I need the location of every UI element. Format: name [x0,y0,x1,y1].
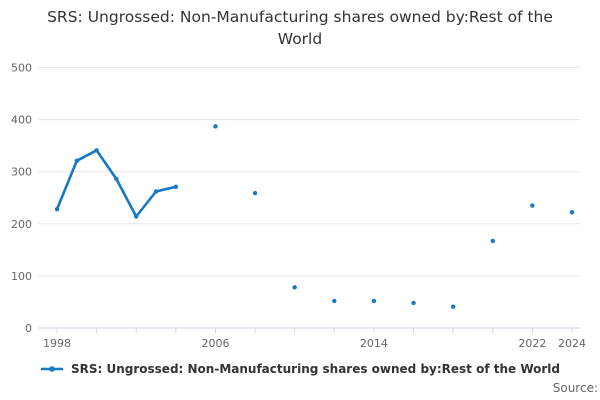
data-point[interactable] [530,203,535,208]
y-axis-tick-label: 300 [11,166,32,179]
y-axis-tick-label: 0 [25,322,32,335]
data-point[interactable] [490,238,495,244]
legend-marker-icon [40,366,63,372]
data-point[interactable] [114,176,119,182]
legend-label: SRS: Ungrossed: Non-Manufacturing shares… [70,362,561,376]
data-point[interactable] [411,300,416,306]
data-point[interactable] [252,190,258,196]
data-point[interactable] [153,189,159,194]
series-line [57,150,572,216]
data-point[interactable] [54,207,60,212]
data-point[interactable] [134,214,139,219]
chart-title: SRS: Ungrossed: Non-Manufacturing shares… [0,6,600,50]
source-label: Source: [552,381,598,395]
y-axis-tick-label: 200 [11,218,32,231]
x-axis-tick-label: 2024 [558,337,586,350]
data-point[interactable] [173,184,179,190]
x-axis-tick-label: 2014 [360,337,388,350]
data-point[interactable] [569,210,575,215]
x-axis-tick-label: 2006 [201,337,229,350]
data-point[interactable] [94,148,99,153]
y-axis-tick-label: 400 [11,114,32,127]
data-point[interactable] [371,298,377,304]
data-point[interactable] [74,158,80,163]
data-point[interactable] [292,285,297,290]
y-axis-tick-label: 100 [11,270,32,283]
y-axis-tick-label: 500 [11,62,32,75]
chart-title-text: SRS: Ungrossed: Non-Manufacturing shares… [47,8,553,48]
x-axis-tick-label: 2022 [518,337,546,350]
data-point[interactable] [332,298,337,304]
data-point[interactable] [450,304,456,309]
x-axis-tick-label: 1998 [43,337,71,350]
data-point[interactable] [213,124,218,129]
plot-area[interactable]: 0 100 200 300 400 500 1998 2006 2014 2022 2024 [0,0,600,356]
legend-item[interactable]: SRS: Ungrossed: Non-Manufacturing shares… [0,362,600,376]
